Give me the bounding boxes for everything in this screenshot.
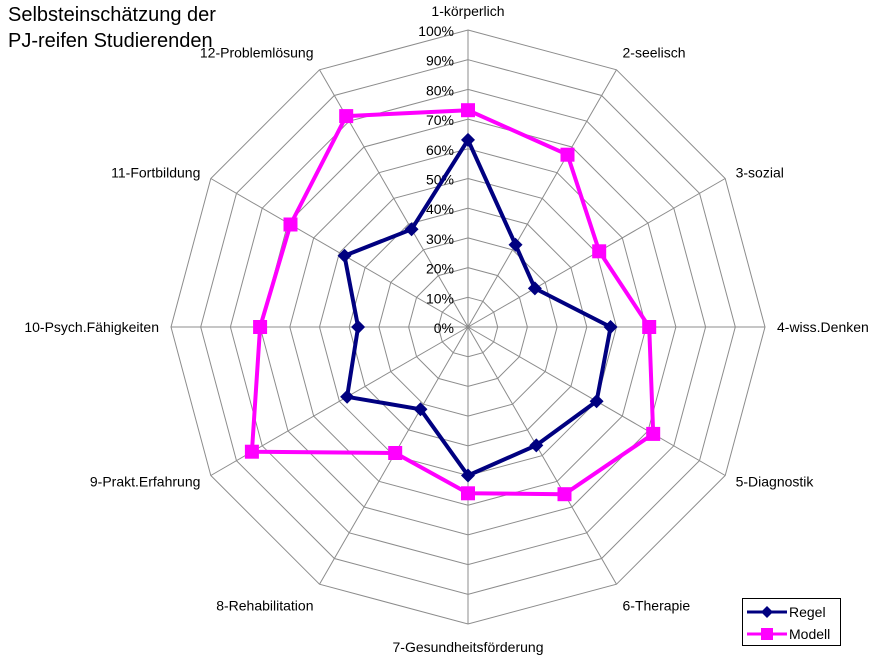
chart-title-line: Selbsteinschätzung der (8, 4, 216, 26)
data-point (337, 248, 352, 263)
tick-label: 20% (426, 261, 454, 277)
series-regel (337, 132, 618, 483)
data-point (461, 486, 475, 501)
series-modell (244, 103, 661, 502)
chart-title-line: PJ-reifen Studierenden (8, 30, 213, 52)
category-label: 1-körperlich (431, 3, 504, 19)
data-point (527, 281, 542, 296)
legend-swatch-regel (747, 606, 787, 618)
grid-spoke (210, 178, 469, 328)
radar-series (244, 103, 661, 502)
grid-spoke (319, 69, 469, 328)
legend: Regel Modell (742, 598, 841, 646)
data-point (603, 320, 618, 334)
data-point (413, 402, 428, 417)
data-point (589, 394, 604, 409)
data-point (557, 487, 572, 502)
data-point (404, 222, 419, 237)
data-point (560, 147, 575, 162)
tick-label: 70% (426, 112, 454, 128)
data-point (339, 109, 354, 124)
data-point (388, 446, 403, 460)
legend-item-modell: Modell (743, 623, 842, 645)
chart-title: Selbsteinschätzung der PJ-reifen Studier… (8, 2, 216, 54)
grid-spoke (467, 69, 617, 328)
legend-item-regel: Regel (743, 601, 842, 623)
data-point (340, 389, 355, 404)
tick-label: 30% (426, 231, 454, 247)
data-point (461, 103, 475, 118)
tick-label: 80% (426, 82, 454, 98)
tick-label: 90% (426, 53, 454, 69)
category-label: 10-Psych.Fähigkeiten (24, 319, 159, 335)
data-point (244, 444, 259, 459)
legend-label-modell: Modell (789, 626, 831, 642)
category-label: 7-Gesundheitsförderung (393, 639, 544, 655)
legend-swatch-modell (747, 628, 787, 640)
category-label: 6-Therapie (623, 598, 691, 614)
data-point (646, 426, 661, 441)
data-point (351, 320, 366, 334)
data-point (461, 468, 475, 483)
category-label: 9-Prakt.Erfahrung (90, 474, 201, 490)
data-point (283, 217, 298, 232)
category-label: 2-seelisch (623, 44, 686, 60)
category-label: 3-sozial (736, 165, 784, 181)
data-point (461, 132, 475, 147)
category-label: 4-wiss.Denken (777, 319, 869, 335)
category-label: 8-Rehabilitation (216, 598, 313, 614)
category-label: 11-Fortbildung (111, 165, 200, 181)
tick-label: 0% (434, 320, 454, 336)
data-point (592, 244, 607, 259)
grid-spoke (467, 326, 617, 585)
tick-label: 60% (426, 142, 454, 158)
tick-label: 40% (426, 201, 454, 217)
tick-label: 100% (418, 23, 454, 39)
tick-label: 10% (426, 290, 454, 306)
data-point (253, 320, 268, 334)
category-label: 12-Problemlösung (200, 44, 314, 60)
radar-category-labels: 1-körperlich 2-seelisch 3-sozial 4-wiss.Den… (24, 3, 868, 655)
data-point (642, 320, 657, 334)
data-point (508, 237, 523, 252)
data-point (529, 438, 544, 453)
category-label: 5-Diagnostik (736, 474, 815, 490)
legend-label-regel: Regel (789, 604, 826, 620)
radar-tick-labels: 0%10%20%30%40%50%60%70%80%90%100% (418, 23, 454, 336)
